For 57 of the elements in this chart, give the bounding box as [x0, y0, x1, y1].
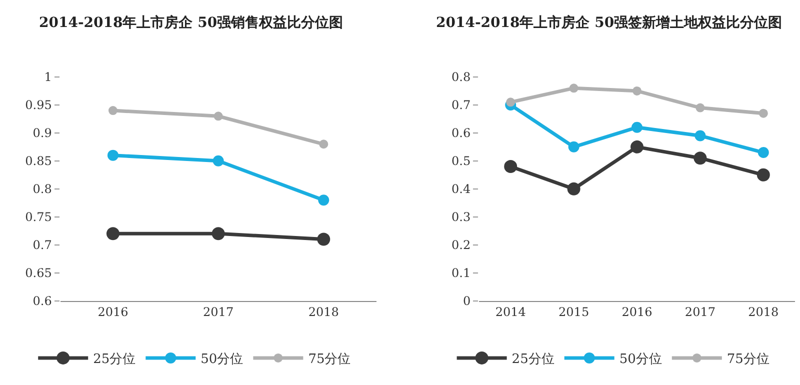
point — [506, 98, 516, 107]
y-tick-label: 0.7 — [32, 238, 52, 252]
point — [319, 140, 328, 149]
point — [214, 112, 223, 121]
y-tick-label: 0.65 — [25, 266, 52, 280]
point — [567, 182, 580, 196]
point — [632, 86, 642, 96]
point — [212, 227, 225, 240]
y-tick-label: 0.6 — [452, 126, 471, 140]
x-tick-label: 2015 — [558, 305, 590, 320]
chart-title: 2014-2018年上市房企 50强签新增土地权益比分位图 — [436, 14, 782, 31]
x-tick-label: 2016 — [98, 305, 128, 320]
point — [758, 147, 769, 158]
point — [318, 194, 330, 206]
point — [696, 103, 705, 112]
legend-label: 25分位 — [93, 352, 136, 368]
x-tick-label: 2017 — [684, 305, 716, 320]
x-tick-label: 2016 — [622, 305, 652, 320]
y-tick-label: 0.95 — [25, 98, 52, 112]
y-tick-label: 0 — [462, 294, 471, 308]
y-tick-label: 1 — [44, 70, 52, 84]
point — [694, 152, 707, 165]
x-tick-label: 2014 — [495, 305, 526, 320]
x-tick-label: 2018 — [748, 305, 779, 320]
point — [630, 140, 644, 154]
y-tick-label: 0.8 — [452, 70, 471, 84]
point — [504, 160, 518, 174]
y-tick-label: 0.8 — [32, 182, 52, 196]
y-tick-label: 0.2 — [452, 238, 471, 252]
legend-label: 50分位 — [200, 352, 244, 368]
point — [212, 155, 224, 166]
x-tick-label: 2018 — [308, 305, 339, 320]
point — [756, 168, 770, 182]
legend-label: 25分位 — [512, 352, 554, 368]
point — [758, 108, 768, 118]
y-tick-label: 0.5 — [452, 154, 471, 168]
point — [569, 84, 578, 93]
y-tick-label: 0.1 — [452, 266, 471, 280]
legend-label: 75分位 — [308, 352, 351, 368]
point — [632, 122, 642, 133]
point — [106, 227, 120, 240]
y-tick-label: 0.6 — [32, 294, 52, 308]
point — [568, 141, 580, 152]
point — [317, 232, 330, 246]
legend-label: 50分位 — [619, 352, 662, 368]
x-tick-label: 2017 — [203, 305, 234, 320]
point — [694, 130, 706, 142]
y-tick-label: 0.3 — [452, 210, 471, 224]
y-tick-label: 0.9 — [32, 126, 52, 140]
point — [108, 106, 118, 116]
point — [107, 150, 118, 161]
y-tick-label: 0.7 — [452, 98, 471, 112]
y-tick-label: 0.85 — [25, 154, 52, 168]
y-tick-label: 0.75 — [25, 210, 52, 224]
y-tick-label: 0.4 — [452, 182, 471, 196]
legend-label: 75分位 — [726, 352, 770, 368]
chart-title: 2014-2018年上市房企 50强销售权益比分位图 — [39, 14, 344, 31]
